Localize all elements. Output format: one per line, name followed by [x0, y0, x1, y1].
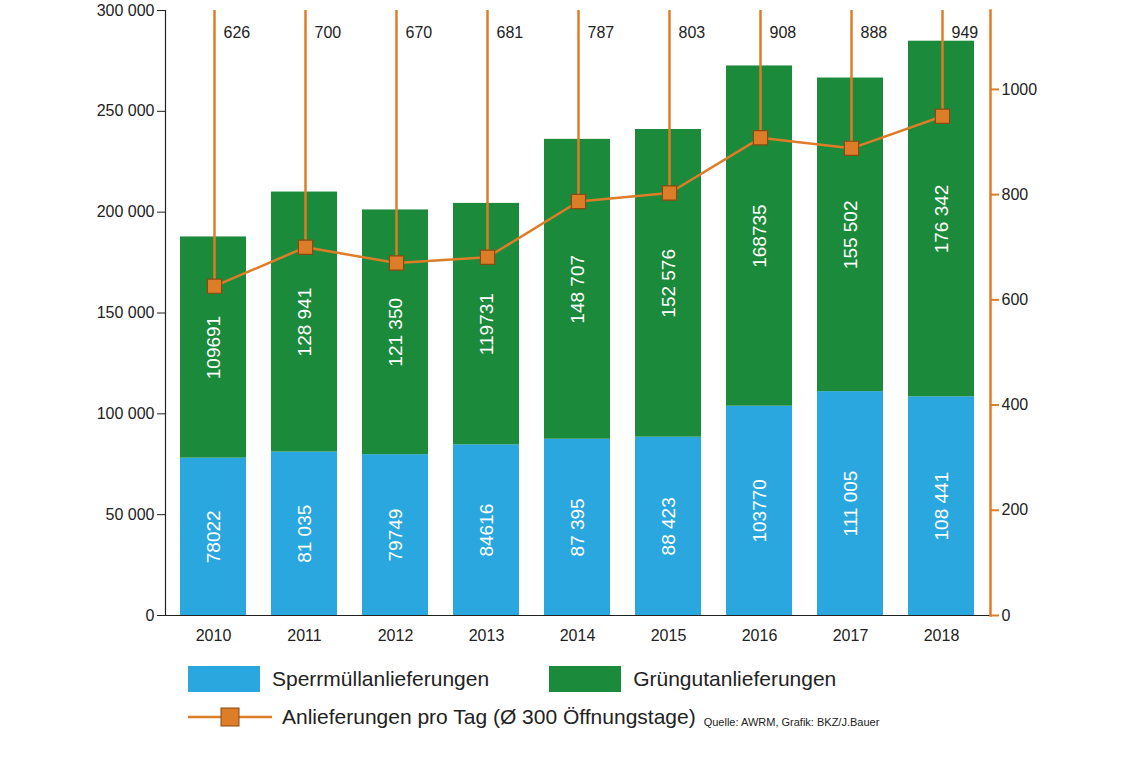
- html-text:Anlieferungen pro Tag (Ø 300 Ö: Anlieferungen pro Tag (Ø 300 Öffnungstag…: [282, 705, 880, 728]
- svg-text:300 000: 300 000: [97, 2, 155, 19]
- svg-text:121 350: 121 350: [385, 298, 406, 367]
- svg-text:155 502: 155 502: [840, 200, 861, 269]
- svg-text:0: 0: [146, 607, 155, 624]
- svg-text:119731: 119731: [476, 293, 497, 355]
- svg-text:2011: 2011: [287, 627, 322, 644]
- svg-text:78022: 78022: [203, 510, 224, 563]
- svg-text:670: 670: [406, 24, 433, 41]
- svg-text:87 395: 87 395: [567, 498, 588, 556]
- svg-text:108 441: 108 441: [931, 472, 952, 541]
- svg-text:681: 681: [497, 24, 524, 41]
- svg-text:128 941: 128 941: [294, 288, 315, 357]
- svg-text:109691: 109691: [203, 316, 224, 379]
- svg-text:2014: 2014: [560, 627, 596, 644]
- svg-text:84616: 84616: [476, 504, 497, 557]
- svg-text:50 000: 50 000: [106, 506, 155, 523]
- svg-text:176 342: 176 342: [931, 185, 952, 254]
- svg-text:250 000: 250 000: [97, 102, 155, 119]
- svg-text:700: 700: [315, 24, 342, 41]
- svg-text:2013: 2013: [469, 627, 505, 644]
- svg-text:2015: 2015: [651, 627, 687, 644]
- svg-text:111 005: 111 005: [840, 471, 861, 537]
- svg-text:0: 0: [1002, 607, 1011, 624]
- svg-text:200: 200: [1002, 501, 1029, 518]
- svg-text:168735: 168735: [749, 204, 770, 267]
- svg-text:79749: 79749: [385, 509, 406, 562]
- svg-text:88 423: 88 423: [658, 497, 679, 555]
- svg-text:626: 626: [224, 24, 251, 41]
- svg-text:100 000: 100 000: [97, 405, 155, 422]
- html-text:Grüngutanlieferungen: Grüngutanlieferungen: [633, 667, 837, 690]
- svg-text:2010: 2010: [196, 627, 232, 644]
- svg-text:803: 803: [679, 24, 706, 41]
- svg-text:150 000: 150 000: [97, 304, 155, 321]
- svg-text:1000: 1000: [1002, 81, 1038, 98]
- svg-text:400: 400: [1002, 396, 1029, 413]
- svg-text:2016: 2016: [742, 627, 778, 644]
- svg-text:152 576: 152 576: [658, 249, 679, 318]
- svg-text:200 000: 200 000: [97, 203, 155, 220]
- svg-text:2017: 2017: [833, 627, 869, 644]
- svg-text:800: 800: [1002, 186, 1029, 203]
- svg-text:949: 949: [952, 24, 979, 41]
- svg-text:600: 600: [1002, 291, 1029, 308]
- html-text:Sperrmüllanlieferungen: Sperrmüllanlieferungen: [272, 667, 490, 690]
- svg-text:908: 908: [770, 24, 797, 41]
- svg-text:888: 888: [861, 24, 888, 41]
- svg-text:2012: 2012: [378, 627, 414, 644]
- svg-text:148 707: 148 707: [567, 255, 588, 324]
- svg-text:103770: 103770: [749, 479, 770, 542]
- svg-text:2018: 2018: [924, 627, 960, 644]
- svg-text:787: 787: [588, 24, 615, 41]
- svg-text:81 035: 81 035: [294, 505, 315, 563]
